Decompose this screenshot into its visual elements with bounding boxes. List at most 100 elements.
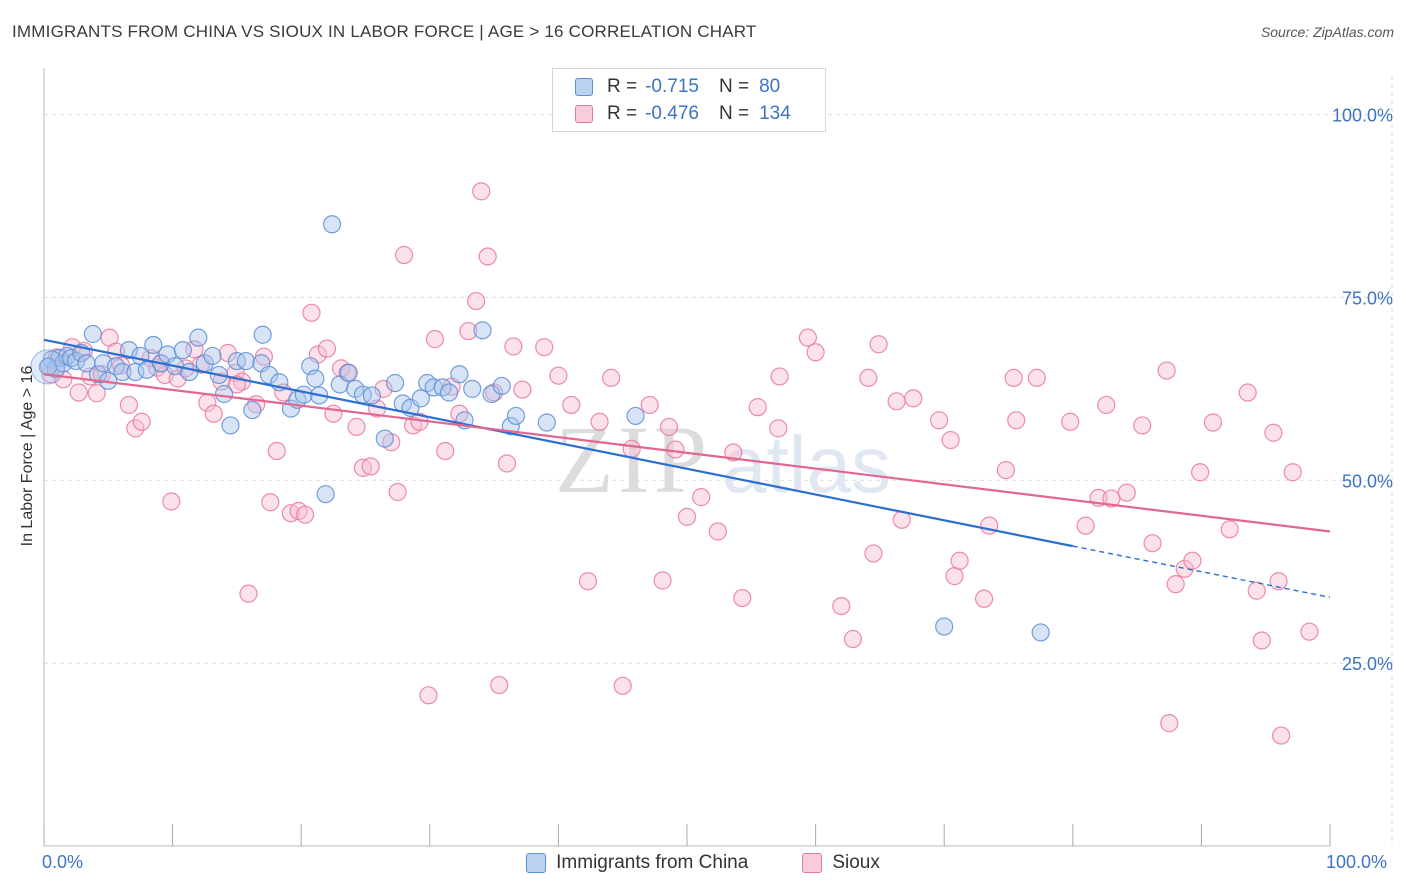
sioux-point: [504, 337, 523, 356]
sioux-point: [887, 392, 906, 411]
sioux-point: [1300, 622, 1319, 641]
china-point: [243, 400, 262, 420]
china-point: [236, 351, 256, 371]
sioux-point: [769, 419, 788, 438]
china-point: [385, 373, 405, 393]
china-point: [935, 617, 954, 636]
china-point: [473, 321, 492, 340]
sioux-point: [1061, 412, 1080, 431]
sioux-point: [996, 460, 1016, 480]
chart-source: Source: ZipAtlas.com: [1260, 24, 1394, 40]
sioux-point: [1076, 516, 1095, 535]
sioux-point: [69, 383, 88, 402]
sioux-point: [478, 247, 497, 266]
sioux-trend-line: [43, 373, 1331, 533]
sioux-point: [578, 572, 598, 591]
china-point: [339, 363, 358, 382]
sioux-point: [1283, 463, 1302, 482]
sioux-legend-swatch: [802, 853, 823, 873]
sioux-point: [267, 441, 286, 461]
legend-r-china: -0.715: [645, 76, 699, 97]
grid-layer: [44, 76, 1393, 846]
sioux-point: [239, 584, 258, 603]
sioux-point: [929, 411, 949, 430]
china-point: [173, 340, 192, 360]
sioux-point: [490, 675, 509, 695]
sioux-point: [677, 507, 697, 526]
legend-row-sioux: R = -0.476 N = 134: [575, 102, 791, 126]
sioux-point: [843, 629, 862, 649]
sioux-point: [419, 686, 438, 705]
sioux-point: [459, 321, 478, 341]
sioux-point: [261, 493, 280, 512]
sioux-point: [869, 335, 888, 354]
y-axis-label: In Labor Force | Age > 16: [19, 365, 36, 547]
sioux-point: [1272, 726, 1291, 745]
sioux-point: [1133, 416, 1152, 435]
legend-n-label: N =: [718, 76, 750, 97]
sioux-point: [1191, 463, 1210, 482]
legend-n-china: 80: [759, 76, 781, 97]
china-point: [1031, 623, 1050, 642]
stats-legend: R = -0.715 N = 80 R = -0.476 N = 134: [552, 68, 826, 132]
sioux-point: [466, 291, 486, 311]
sioux-point: [87, 384, 106, 403]
sioux-point: [1203, 413, 1223, 432]
sioux-point: [1143, 534, 1162, 553]
legend-n-label: N =: [718, 103, 750, 124]
china-legend-swatch: [526, 853, 547, 873]
sioux-point: [770, 367, 789, 386]
sioux-point: [317, 339, 337, 358]
sioux-point: [974, 589, 994, 608]
series-legend: Immigrants from China Sioux: [0, 852, 1406, 874]
legend-item-china: Immigrants from China: [526, 852, 748, 874]
sioux-point: [1269, 572, 1288, 591]
y-tick-label: 25.0%: [1342, 654, 1393, 674]
sioux-point: [859, 368, 878, 387]
sioux-point: [832, 596, 851, 616]
sioux-point: [1247, 581, 1266, 600]
sioux-point: [295, 505, 315, 524]
sioux-point: [941, 430, 960, 450]
china-point: [126, 362, 145, 382]
sioux-point: [549, 366, 568, 385]
china-point: [189, 328, 208, 347]
sioux-point: [733, 588, 752, 608]
sioux-point: [1097, 395, 1116, 415]
y-tick-label: 100.0%: [1332, 106, 1393, 126]
sioux-point: [497, 454, 517, 473]
trend-lines: [43, 338, 1331, 599]
sioux-point: [1264, 423, 1283, 442]
china-point: [83, 324, 102, 344]
china-point: [306, 369, 325, 388]
china-point: [259, 365, 279, 385]
sioux-point: [692, 488, 711, 507]
sioux-point: [653, 571, 672, 590]
sioux-point: [425, 330, 445, 349]
sioux-point: [602, 368, 621, 387]
sioux-point: [748, 398, 767, 417]
sioux-point: [1004, 368, 1023, 387]
sioux-point: [126, 419, 145, 438]
china-point: [362, 386, 382, 405]
sioux-point: [119, 395, 138, 415]
sioux-point: [1252, 631, 1271, 650]
sioux-point: [659, 417, 679, 436]
sioux-point: [361, 457, 380, 476]
sioux-point: [162, 492, 181, 511]
sioux-point: [204, 404, 223, 423]
china-point: [253, 325, 272, 344]
legend-china-label: Immigrants from China: [556, 852, 749, 873]
watermark-atlas: atlas: [722, 420, 891, 509]
sioux-swatch: [575, 105, 593, 123]
sioux-point: [472, 182, 491, 201]
china-point: [180, 362, 199, 382]
sioux-point: [1166, 575, 1185, 594]
sioux-point: [132, 412, 151, 431]
china-point: [626, 406, 645, 426]
sioux-point: [388, 482, 407, 502]
legend-n-sioux: 134: [759, 103, 791, 124]
legend-r-label: R =: [607, 76, 638, 97]
sioux-point: [347, 417, 366, 436]
sioux-point: [904, 389, 923, 408]
